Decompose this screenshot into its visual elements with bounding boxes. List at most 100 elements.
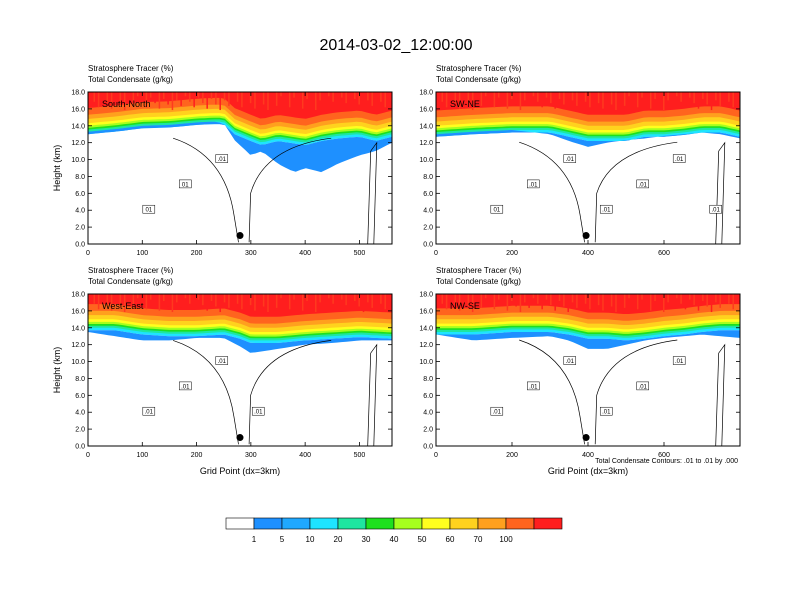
tracer-streak [567,92,569,111]
panel-title-line2: Total Condensate (g/kg) [436,277,521,286]
tracer-streak [236,294,239,304]
y-tick-label: 0.0 [423,242,433,249]
tracer-streak [388,294,391,300]
tracer-streak [450,294,452,300]
tracer-streak [519,294,522,313]
tracer-streak [454,294,457,306]
y-tick-label: 2.0 [75,225,85,232]
tracer-streak [471,92,474,111]
colorbar-cell [449,517,479,530]
tracer-streak [189,294,191,304]
tracer-streak [332,92,334,102]
tracer-streak [97,294,100,310]
tracer-streak [223,294,226,303]
contour-label: .01 [639,182,648,188]
tracer-streak [697,294,700,311]
tracer-streak [115,92,117,99]
tracer-streak [667,294,669,303]
tracer-streak [467,294,470,307]
tracer-streak [702,294,704,301]
contour-label: .01 [529,182,538,188]
x-tick-label: 0 [86,452,90,459]
panel-title-line2: Total Condensate (g/kg) [88,75,173,84]
tracer-streak [388,92,391,98]
tracer-streak [693,92,695,104]
tracer-streak [258,294,261,301]
tracer-streak [358,92,360,105]
plot-area: .01 .01 .01 .01 West-East [88,294,392,446]
contour-label-box [215,154,229,163]
y-tick-label: 18.0 [419,90,433,97]
tracer-streak [223,92,226,101]
y-tick-label: 12.0 [419,342,433,349]
colorbar-label: 70 [474,535,483,544]
tracer-streak [710,92,713,111]
tracer-streak [515,92,517,105]
colorbar-label: 60 [446,535,455,544]
tracer-streak [645,294,648,306]
tracer-streak [606,92,609,99]
contour-label-box [599,204,613,214]
x-tick-label: 400 [299,250,311,257]
tracer-streak [589,92,591,108]
tracer-streak [584,92,587,102]
tracer-streak [606,294,609,301]
tracer-streak [636,92,639,108]
tracer-streak [210,294,213,301]
condensate-contour-right [367,141,378,244]
tracer-streak [571,92,574,101]
tracer-streak [106,294,109,306]
tracer-streak [202,92,204,104]
tracer-streak [123,294,126,313]
tracer-streak [680,92,682,102]
y-tick-label: 18.0 [71,292,85,299]
tracer-streak [567,294,569,313]
tracer-streak [541,92,543,108]
tracer-streak [663,92,665,111]
tracer-streak [254,92,256,109]
tracer-streak [293,92,295,98]
tracer-streak [119,294,122,307]
contour-label-box [599,406,613,416]
y-tick-label: 14.0 [71,123,85,130]
contour-label: 01 [493,208,500,214]
tracer-streak [597,92,600,104]
tracer-streak [558,92,561,99]
y-tick-label: 10.0 [419,157,433,164]
plot-area: .01 .01 .01 .01 .01 .01 NW-SE [436,294,740,446]
tracer-streak [645,92,648,104]
tracer-streak [136,294,139,299]
contour-label: .01 [254,410,263,416]
tracer-streak [89,294,91,299]
tracer-streak [571,294,574,303]
tracer-streak [697,92,700,109]
panel-title-line1: Stratosphere Tracer (%) [436,266,522,275]
tracer-streak [271,294,274,303]
tracer-streak [132,294,135,308]
y-tick-label: 8.0 [75,376,85,383]
tracer-streak [149,92,152,98]
x-tick-label: 500 [354,250,366,257]
tracer-streak [184,92,187,97]
tracer-streak [563,92,565,105]
plot-area: 01 .01 .01 .01 .01 .01 .01 SW-NE [436,92,740,244]
tracer-streak [654,294,656,301]
y-tick-label: 18.0 [71,90,85,97]
contour-note: Total Condensate Contours: .01 to .01 by… [595,458,738,465]
y-tick-label: 2.0 [75,427,85,434]
tracer-streak [158,92,161,109]
x-tick-label: 200 [191,452,203,459]
tracer-streak [632,92,635,102]
tracer-streak [123,92,126,111]
tracer-streak [371,294,373,308]
tracer-streak [554,92,556,109]
tracer-streak [563,294,565,307]
x-tick-label: 200 [191,250,203,257]
y-tick-label: 14.0 [419,123,433,130]
tracer-streak [706,294,708,307]
panel-title-line1: Stratosphere Tracer (%) [88,64,174,73]
tracer-streak [293,294,295,300]
tracer-streak [349,294,352,311]
tracer-streak [245,294,248,300]
